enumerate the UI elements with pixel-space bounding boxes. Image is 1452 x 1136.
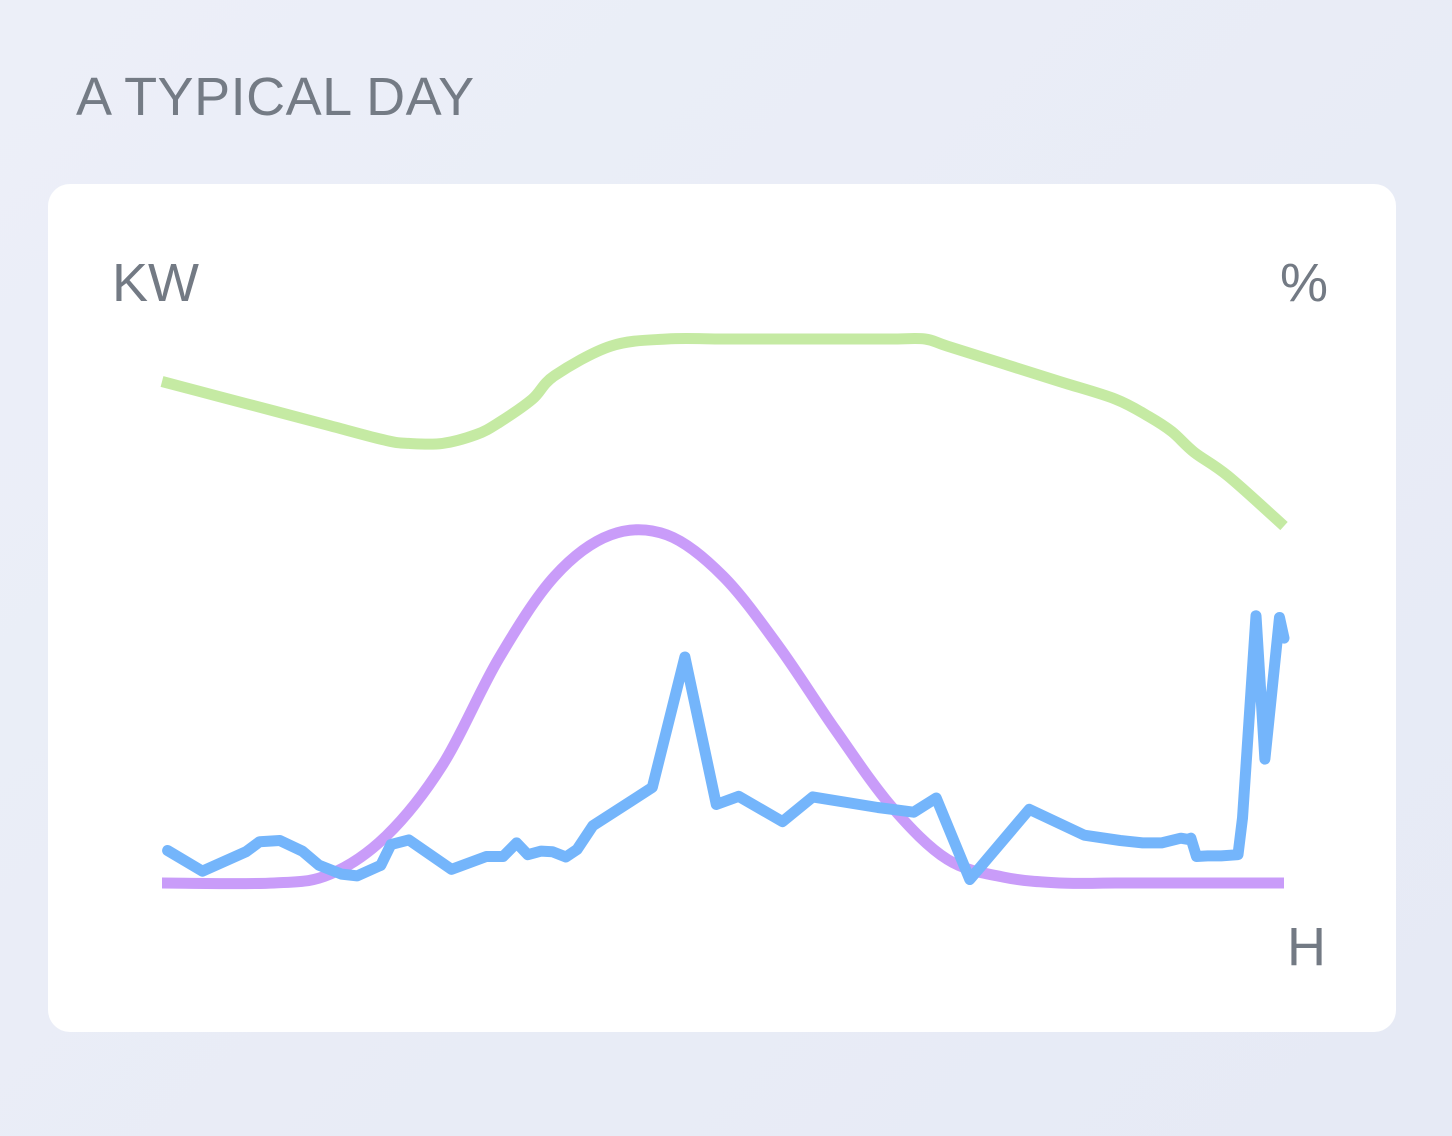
series-line-blue (162, 610, 1290, 885)
y-axis-label-right: % (1279, 253, 1328, 313)
page-title: A TYPICAL DAY (76, 67, 475, 127)
line-chart (160, 332, 1290, 890)
chart-card: KW % H (48, 184, 1396, 1032)
series-line-purple (161, 524, 1284, 890)
y-axis-label-left: KW (112, 253, 199, 313)
series-line-green (160, 332, 1288, 531)
x-axis-label: H (1287, 917, 1326, 977)
